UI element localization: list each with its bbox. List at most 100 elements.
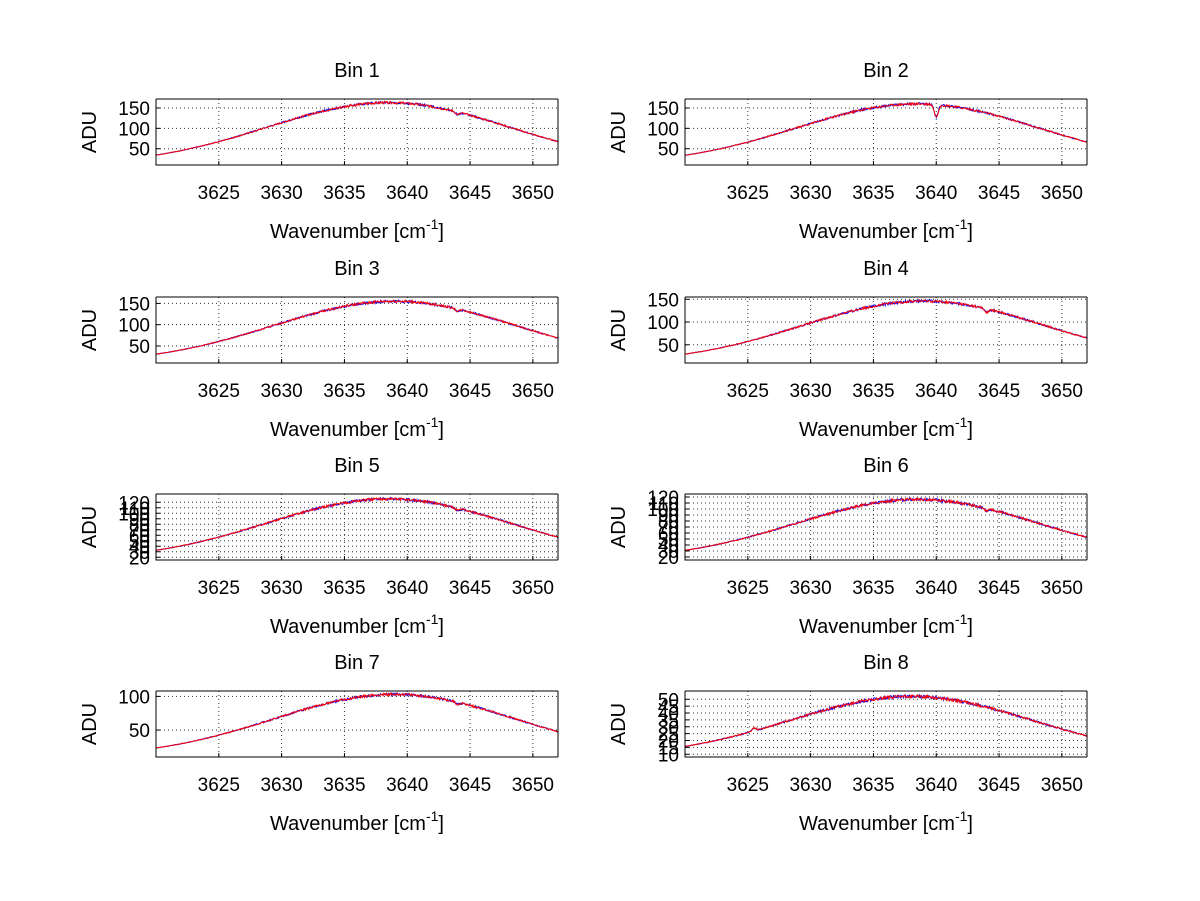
bin-2-title: Bin 2 [863,60,909,82]
bin-6-series-measured [685,497,1088,551]
bin-6-xtick-label: 3630 [789,578,831,599]
bin-8-ytick-label: 30 [658,718,679,739]
bin-5-ytick-label: 40 [129,537,150,558]
bin-1-xtick-label: 3635 [323,183,365,204]
bin-5-xtick-label: 3630 [260,578,302,599]
bin-6-ytick-label: 120 [647,488,679,509]
bin-2-series-measured [684,101,1088,156]
bin-4-series-measured [684,298,1088,355]
bin-5-ytick-label: 80 [129,515,150,536]
bin-5-axes [155,494,558,561]
bin-5-xtick-label: 3625 [198,578,240,599]
bin-6-ylabel: ADU [608,506,630,548]
bin-3-xtick-label: 3640 [386,381,428,402]
bin-8-ytick-label: 20 [658,732,679,753]
bin-7-xtick-label: 3640 [386,775,428,796]
bin-8-series-measured [684,693,1088,748]
bin-6-ytick-label: 90 [658,506,679,527]
bin-5-ytick-label: 70 [129,521,150,542]
bin-8-xtick-label: 3650 [1041,775,1083,796]
bin-5-xtick-label: 3645 [449,578,491,599]
bin-1-ylabel: ADU [79,111,101,153]
bin-4-title: Bin 4 [863,258,909,280]
bin-7-xtick-label: 3645 [449,775,491,796]
bin-2-ylabel: ADU [608,111,630,153]
bin-6-ytick-label: 80 [658,512,679,533]
bin-2-xtick-label: 3650 [1041,183,1083,204]
bin-8-xlabel: Wavenumber [cm-1] [799,808,973,835]
bin-4-ytick-label: 50 [658,336,679,357]
bin-7-ylabel: ADU [79,703,101,745]
bin-6-ytick-label: 70 [658,518,679,539]
bin-3-ytick-label: 50 [129,337,150,358]
bin-7-xlabel: Wavenumber [cm-1] [270,808,444,835]
bin-1-ytick-label: 150 [118,99,150,120]
bin-6-ytick-label: 100 [647,500,679,521]
bin-4-ylabel: ADU [608,309,630,351]
bin-3-title: Bin 3 [334,258,380,280]
bin-5-ytick-label: 60 [129,526,150,547]
bin-8-ytick-label: 25 [658,725,679,746]
bin-4-ytick-label: 150 [647,290,679,311]
bin-2-ytick-label: 150 [647,99,679,120]
bin-5-ytick-label: 110 [120,499,150,520]
bin-4-xlabel: Wavenumber [cm-1] [799,414,973,441]
bin-7-xtick-label: 3630 [260,775,302,796]
bin-5-series-fit [155,496,559,551]
bin-1-xlabel: Wavenumber [cm-1] [270,216,444,243]
bin-4-xtick-label: 3650 [1041,381,1083,402]
bin-2-xtick-label: 3630 [789,183,831,204]
bin-6-xtick-label: 3650 [1041,578,1083,599]
bin-7-axes [155,691,558,758]
bin-5-ylabel: ADU [79,506,101,548]
bin-1-xtick-label: 3640 [386,183,428,204]
bin-4-axes [684,297,1087,364]
bin-8-title: Bin 8 [863,652,909,674]
bin-1-ytick-label: 100 [118,119,150,140]
bin-1-ytick-label: 50 [129,140,150,161]
bin-8-ytick-label: 40 [658,704,679,725]
bin-4-xtick-label: 3640 [915,381,957,402]
bin-3-xtick-label: 3650 [512,381,554,402]
bin-6-ytick-label: 30 [658,542,679,563]
bin-8-ytick-label: 15 [658,738,679,759]
bin-3-ylabel: ADU [79,309,101,351]
bin-6-xtick-label: 3640 [915,578,957,599]
bin-7-ytick-label: 50 [129,721,150,742]
bin-3-xtick-label: 3625 [198,381,240,402]
bin-8-xtick-label: 3640 [915,775,957,796]
bin-1-xtick-label: 3625 [198,183,240,204]
bin-7-xtick-label: 3625 [198,775,240,796]
bin-5-ytick-label: 100 [118,504,150,525]
bin-2-xtick-label: 3640 [915,183,957,204]
bin-6-ytick-label: 40 [658,536,679,557]
bin-5-xtick-label: 3650 [512,578,554,599]
bin-8-ytick-label: 35 [658,711,679,732]
bin-2-xtick-label: 3625 [727,183,769,204]
bin-5-xtick-label: 3635 [323,578,365,599]
bin-1-series-fit [155,100,559,156]
bin-4-xtick-label: 3625 [727,381,769,402]
bin-4-series-fit [684,298,1088,355]
bin-6-ytick-label: 20 [658,548,679,569]
bin-4-ytick-label: 100 [647,313,679,334]
bin-5-xlabel: Wavenumber [cm-1] [270,611,444,638]
bin-6-xlabel: Wavenumber [cm-1] [799,611,973,638]
bin-5-xtick-label: 3640 [386,578,428,599]
bin-2-axes [684,99,1087,166]
bin-3-xtick-label: 3645 [449,381,491,402]
bin-3-xtick-label: 3635 [323,381,365,402]
bin-3-series-fit [155,298,559,355]
bin-7-title: Bin 7 [334,652,380,674]
bin-4-xtick-label: 3645 [978,381,1020,402]
bin-3-axes [155,297,558,364]
bin-1-axes [155,99,558,166]
bin-1-title: Bin 1 [334,60,380,82]
bin-5-ytick-label: 50 [129,532,150,553]
bin-3-ytick-label: 100 [118,316,150,337]
bin-8-ytick-label: 45 [658,697,679,718]
bin-8-xtick-label: 3645 [978,775,1020,796]
bin-6-xtick-label: 3625 [727,578,769,599]
bin-7-series-fit [155,691,559,749]
